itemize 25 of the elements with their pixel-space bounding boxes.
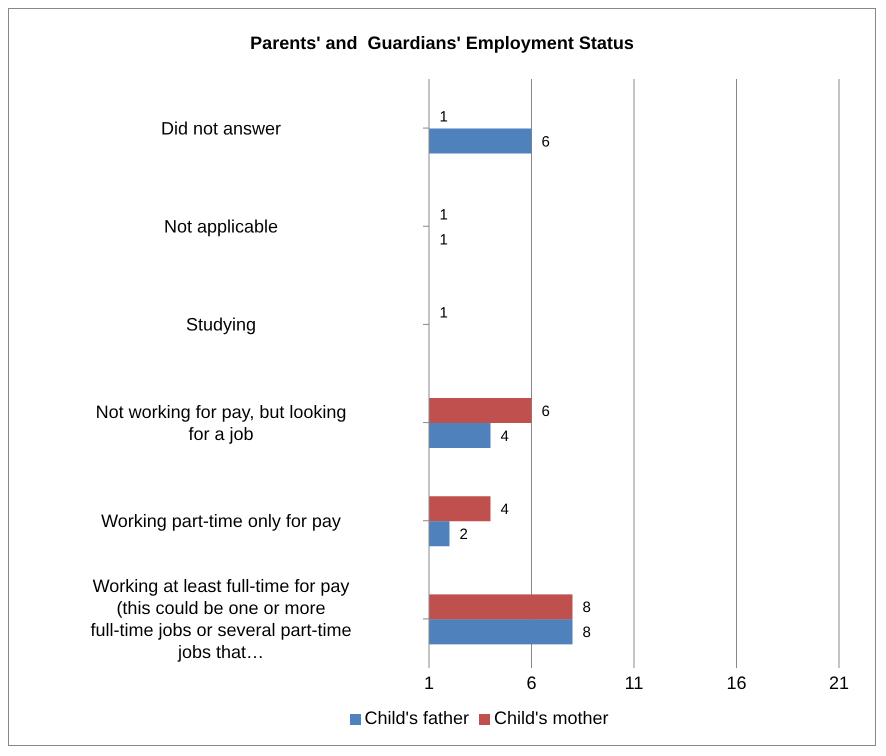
x-tick-label: 11 — [624, 672, 644, 693]
data-label: 6 — [542, 402, 550, 420]
data-label: 1 — [440, 108, 448, 126]
y-tick-label: Did not answer — [160, 118, 282, 138]
y-tick-label: Working part-time only for pay — [101, 511, 341, 532]
data-label: 4 — [500, 428, 509, 445]
legend-label: Child's father — [364, 708, 469, 728]
data-label: 1 — [440, 304, 448, 322]
x-tick-label: 1 — [424, 672, 434, 693]
x-tick-label: 21 — [828, 672, 850, 693]
y-tick-label: Not applicable — [164, 216, 278, 237]
data-label: 8 — [582, 599, 591, 616]
data-label: 1 — [440, 206, 448, 224]
data-label: 6 — [542, 133, 550, 150]
y-tick-label: Studying — [186, 314, 256, 335]
y-tick-label: Working at least full-time for pay (this could be one or more full-time jobs or several part-time jobs that… — [90, 576, 352, 662]
y-tick-label: Not working for pay, but looking for a job — [96, 402, 346, 444]
data-label: 4 — [500, 500, 509, 518]
legend-label: Child's mother — [494, 708, 608, 728]
chart-title: Parents' and Guardians' Employment Status — [249, 32, 635, 55]
data-label: 8 — [582, 624, 591, 642]
data-label: 2 — [460, 526, 468, 543]
data-label: 1 — [440, 231, 448, 248]
x-tick-label: 16 — [726, 672, 747, 693]
x-tick-label: 6 — [526, 672, 537, 693]
